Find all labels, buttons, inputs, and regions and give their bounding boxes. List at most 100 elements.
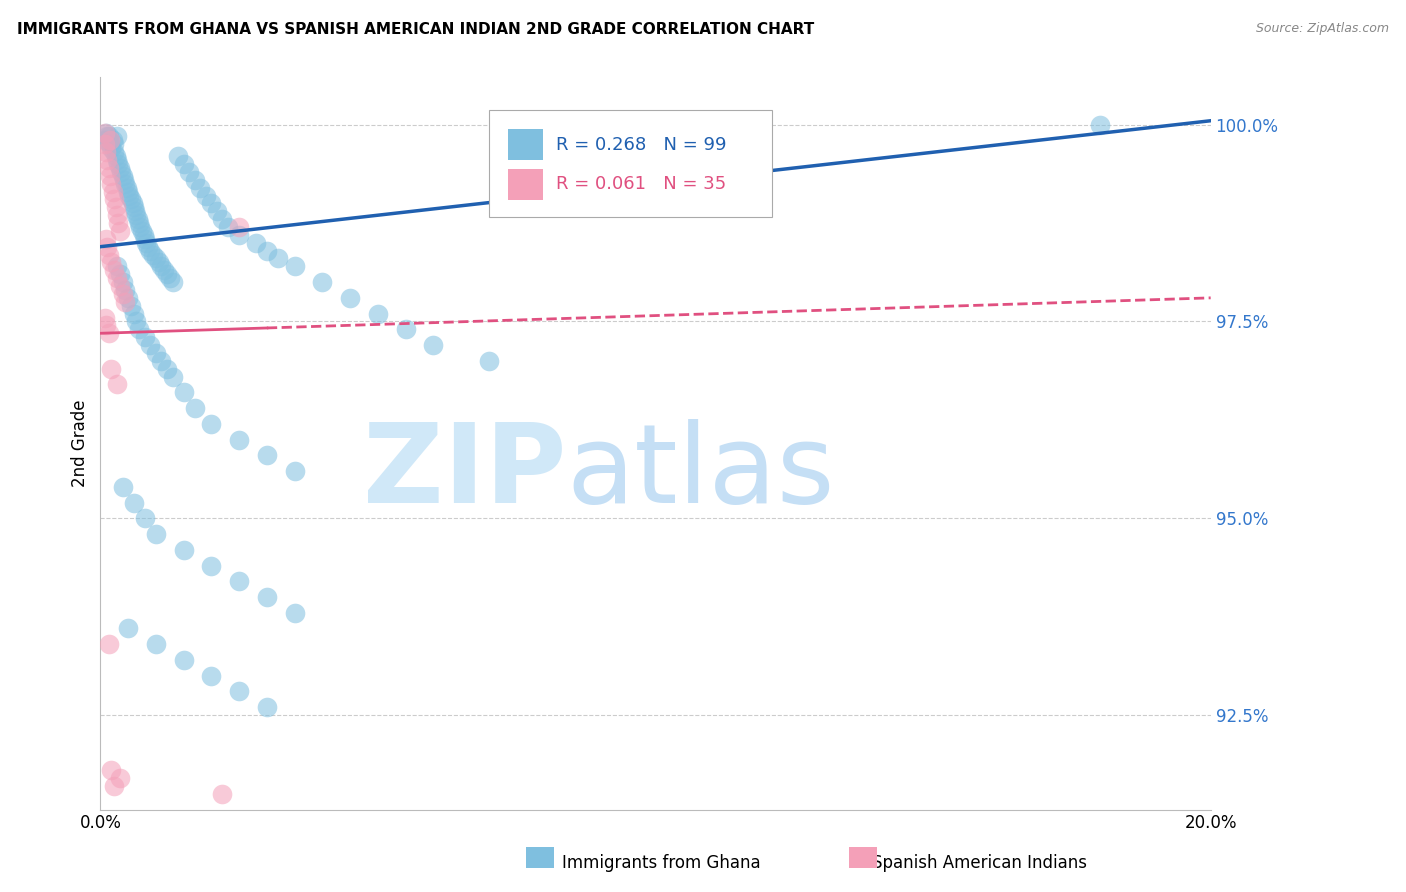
Point — [132, 227, 155, 242]
Point — [131, 224, 153, 238]
Point — [98, 137, 121, 152]
Point — [103, 193, 125, 207]
Point — [124, 204, 146, 219]
Point — [100, 763, 122, 777]
Point — [105, 153, 128, 167]
Point — [139, 244, 162, 258]
Point — [97, 637, 120, 651]
Point — [97, 326, 120, 341]
Point — [211, 787, 233, 801]
Point — [94, 145, 117, 160]
Point — [145, 527, 167, 541]
Point — [94, 126, 117, 140]
Y-axis label: 2nd Grade: 2nd Grade — [72, 400, 89, 487]
Point — [134, 511, 156, 525]
Point — [125, 314, 148, 328]
Point — [188, 180, 211, 194]
Point — [118, 188, 141, 202]
Point — [150, 354, 173, 368]
Point — [114, 283, 136, 297]
Point — [173, 157, 195, 171]
Text: R = 0.061   N = 35: R = 0.061 N = 35 — [555, 176, 725, 194]
Point — [267, 252, 290, 266]
Point — [97, 129, 120, 144]
Point — [104, 149, 127, 163]
Point — [145, 252, 167, 266]
Point — [153, 263, 176, 277]
Point — [228, 433, 250, 447]
Point — [256, 244, 278, 258]
Point — [134, 330, 156, 344]
Point — [94, 310, 117, 325]
Bar — [508, 169, 543, 200]
Point — [111, 480, 134, 494]
Point — [97, 247, 120, 261]
Point — [94, 232, 117, 246]
Point — [105, 271, 128, 285]
Point — [108, 161, 131, 175]
Point — [94, 318, 117, 333]
Point — [339, 291, 361, 305]
Point — [228, 219, 250, 234]
Point — [228, 684, 250, 698]
Point — [101, 185, 124, 199]
Point — [127, 212, 149, 227]
Point — [284, 606, 307, 620]
Point — [98, 169, 121, 183]
Point — [129, 219, 152, 234]
Point — [122, 200, 145, 214]
Point — [1088, 118, 1111, 132]
Point — [103, 263, 125, 277]
Point — [136, 240, 159, 254]
Point — [94, 126, 117, 140]
Point — [148, 255, 170, 269]
Point — [120, 299, 142, 313]
Point — [94, 133, 117, 147]
Point — [162, 275, 184, 289]
Point — [105, 260, 128, 274]
Point — [110, 165, 132, 179]
Point — [139, 338, 162, 352]
Point — [200, 417, 222, 431]
Text: IMMIGRANTS FROM GHANA VS SPANISH AMERICAN INDIAN 2ND GRADE CORRELATION CHART: IMMIGRANTS FROM GHANA VS SPANISH AMERICA… — [17, 22, 814, 37]
Point — [150, 260, 173, 274]
Point — [101, 133, 124, 147]
Text: atlas: atlas — [567, 419, 835, 526]
Point — [245, 235, 267, 250]
Point — [179, 165, 201, 179]
Point — [125, 208, 148, 222]
Point — [96, 153, 118, 167]
Point — [120, 193, 142, 207]
Point — [103, 145, 125, 160]
Point — [205, 204, 228, 219]
Point — [96, 240, 118, 254]
Point — [200, 196, 222, 211]
Point — [128, 322, 150, 336]
Point — [112, 173, 135, 187]
Point — [256, 448, 278, 462]
Point — [135, 235, 157, 250]
Point — [478, 354, 501, 368]
Point — [159, 271, 181, 285]
Point — [103, 137, 125, 152]
Point — [111, 287, 134, 301]
Point — [142, 247, 165, 261]
Point — [108, 224, 131, 238]
Point — [200, 669, 222, 683]
Point — [145, 346, 167, 360]
Point — [200, 558, 222, 573]
Point — [100, 141, 122, 155]
FancyBboxPatch shape — [489, 111, 772, 217]
Text: Immigrants from Ghana: Immigrants from Ghana — [562, 855, 761, 872]
Point — [117, 185, 139, 199]
Bar — [508, 129, 543, 161]
Point — [395, 322, 418, 336]
Point — [97, 161, 120, 175]
Point — [228, 574, 250, 589]
Point — [194, 188, 217, 202]
Point — [173, 542, 195, 557]
Point — [100, 177, 122, 191]
Point — [134, 232, 156, 246]
Point — [108, 771, 131, 785]
Text: R = 0.268   N = 99: R = 0.268 N = 99 — [555, 136, 725, 153]
